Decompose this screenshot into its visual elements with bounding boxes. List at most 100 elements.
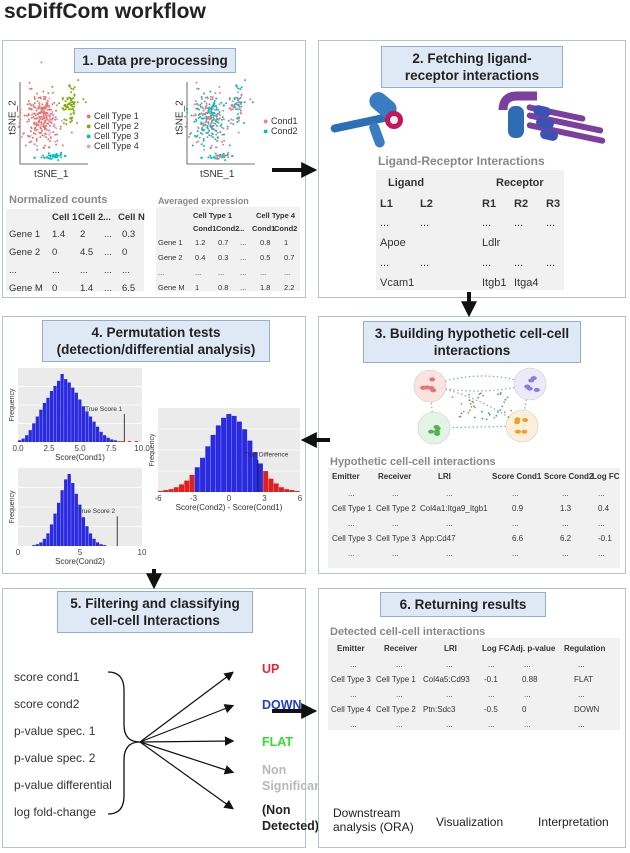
- ligand-dot: [478, 393, 481, 396]
- tsne-point: [27, 100, 30, 103]
- lri-col-header: R1: [482, 198, 497, 210]
- tsne-point: [199, 105, 202, 108]
- tsne-point: [45, 116, 48, 119]
- tick-label: -6: [154, 494, 162, 503]
- tsne-point: [49, 136, 52, 139]
- tsne-point: [205, 112, 208, 114]
- lri-cell: Apoe: [380, 237, 406, 249]
- tsne-point: [52, 124, 55, 127]
- tsne-point: [64, 155, 67, 157]
- norm-cell: ...: [104, 265, 112, 276]
- tsne-point: [40, 107, 42, 110]
- hci-cell: 0.9: [512, 504, 524, 513]
- tsne-point: [42, 154, 45, 157]
- tsne-point: [67, 106, 70, 109]
- tsne-point: [210, 112, 213, 115]
- tsne-point: [49, 155, 52, 158]
- tsne-point: [52, 117, 54, 120]
- tsne-point: [28, 102, 31, 105]
- cell-shape: [428, 429, 435, 434]
- tsne-point: [63, 118, 66, 121]
- normalized-counts-title: Normalized counts: [9, 194, 108, 206]
- hci-cell: ...: [392, 549, 399, 558]
- tsne-point: [233, 103, 236, 106]
- tsne-point: [73, 94, 76, 97]
- hci-header-cell: Receiver: [378, 472, 412, 481]
- ligand-dot: [507, 416, 510, 418]
- tsne-point: [54, 118, 56, 121]
- histogram-bar: [53, 513, 57, 546]
- hci-header-cell: Score Cond1: [492, 472, 542, 481]
- tsne-point: [202, 107, 205, 110]
- ligand-dot: [499, 409, 502, 411]
- tsne-point: [219, 124, 222, 127]
- feature-item: log fold-change: [14, 805, 97, 819]
- tsne-point: [212, 104, 214, 107]
- lri-ligand-header: Ligand: [388, 177, 425, 189]
- norm-cell: ...: [52, 265, 60, 276]
- tsne-point: [68, 103, 71, 106]
- tsne-point: [210, 134, 213, 137]
- histogram-bar: [194, 467, 200, 492]
- avg-header2-cell: Cond1: [252, 224, 276, 233]
- lri-cell: ...: [514, 217, 524, 229]
- ligand-dot: [468, 399, 471, 402]
- tsne-point: [217, 118, 220, 121]
- histogram-bar: [35, 544, 39, 546]
- tsne-point: [45, 124, 48, 127]
- legend-cell-type-1: ● Cell Type 1: [86, 111, 139, 121]
- true-score-label: True Score 2: [78, 508, 116, 515]
- tsne-point: [35, 137, 38, 140]
- avg-cell: ...: [284, 268, 291, 277]
- tsne-point: [44, 133, 47, 136]
- lri-col-header: R3: [546, 198, 561, 210]
- tsne-point: [222, 127, 225, 130]
- tsne-point: [34, 133, 37, 136]
- dci-cell: ...: [446, 720, 453, 729]
- tsne-point: [184, 115, 186, 118]
- tsne-point: [209, 146, 212, 149]
- hci-cell: ...: [598, 549, 605, 558]
- tsne-point: [212, 124, 215, 127]
- tsne-point: [46, 100, 49, 102]
- lri-cell: ...: [546, 257, 556, 269]
- tsne-point: [194, 100, 197, 103]
- norm-header-cell: Cell N: [118, 212, 145, 223]
- tsne-point: [40, 131, 43, 134]
- feature-item: p-value spec. 2: [14, 751, 96, 765]
- tsne-point: [223, 154, 226, 157]
- hci-cell: ...: [446, 519, 453, 528]
- tsne-point: [40, 121, 43, 124]
- dci-cell: 0: [522, 705, 527, 714]
- tsne-point: [29, 130, 32, 133]
- dci-cell: ...: [350, 660, 357, 669]
- tsne-point: [214, 92, 217, 95]
- avg-cell: 1.2: [195, 238, 206, 247]
- histogram-bar: [95, 542, 100, 546]
- tsne-point: [22, 133, 24, 136]
- dci-header-cell: Log FC: [482, 644, 510, 653]
- tsne-point: [218, 103, 221, 106]
- avg-cell: ...: [240, 268, 247, 277]
- tsne-point: [238, 105, 241, 108]
- tsne-point: [36, 92, 39, 95]
- histogram-bar: [273, 483, 279, 492]
- avg-header1-cell: Cell Type 1: [193, 211, 233, 220]
- tsne-point: [197, 114, 200, 116]
- tsne-point: [232, 123, 235, 126]
- tsne-point: [208, 118, 211, 121]
- tsne-point: [38, 116, 41, 118]
- lri-table-title: Ligand-Receptor Interactions: [378, 154, 545, 168]
- tsne-point: [202, 109, 205, 112]
- receptor-hook: [498, 91, 537, 111]
- lri-col-header: R2: [514, 198, 529, 210]
- ligand-dot: [469, 409, 471, 412]
- histogram-bar: [242, 429, 248, 492]
- tsne-point: [221, 118, 223, 121]
- tsne-point: [82, 98, 85, 101]
- legend-cell-type-3: ● Cell Type 3: [86, 131, 139, 141]
- tsne-point: [70, 91, 73, 94]
- histogram-bar: [120, 441, 124, 442]
- histogram-bar: [32, 423, 36, 442]
- legend-cell-type-2: ● Cell Type 2: [86, 121, 139, 131]
